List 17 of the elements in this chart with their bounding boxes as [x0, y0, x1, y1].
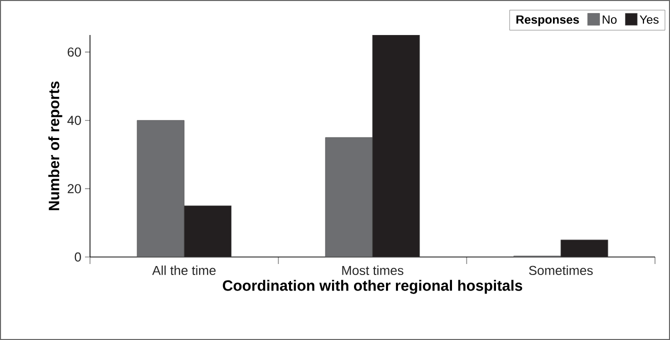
x-tick-label: All the time	[152, 266, 216, 276]
bar	[560, 240, 608, 257]
y-tick-label: 60	[68, 47, 81, 57]
bar	[184, 206, 232, 257]
bar	[325, 137, 373, 257]
y-tick-label: 40	[67, 116, 81, 125]
bar	[372, 34, 420, 257]
y-axis-title: Number of reports	[48, 81, 62, 210]
x-tick-label: Most times	[342, 266, 404, 276]
x-tick-label: Sometimes	[529, 266, 593, 276]
bar	[136, 120, 184, 257]
y-tick-label: 0	[74, 252, 81, 262]
legend-label: Yes	[640, 15, 659, 24]
legend-label: No	[602, 15, 617, 24]
legend-title: Responses	[516, 15, 579, 26]
x-axis-title: Coordination with other regional hospitals	[222, 280, 522, 294]
y-tick-label: 20	[68, 184, 81, 194]
